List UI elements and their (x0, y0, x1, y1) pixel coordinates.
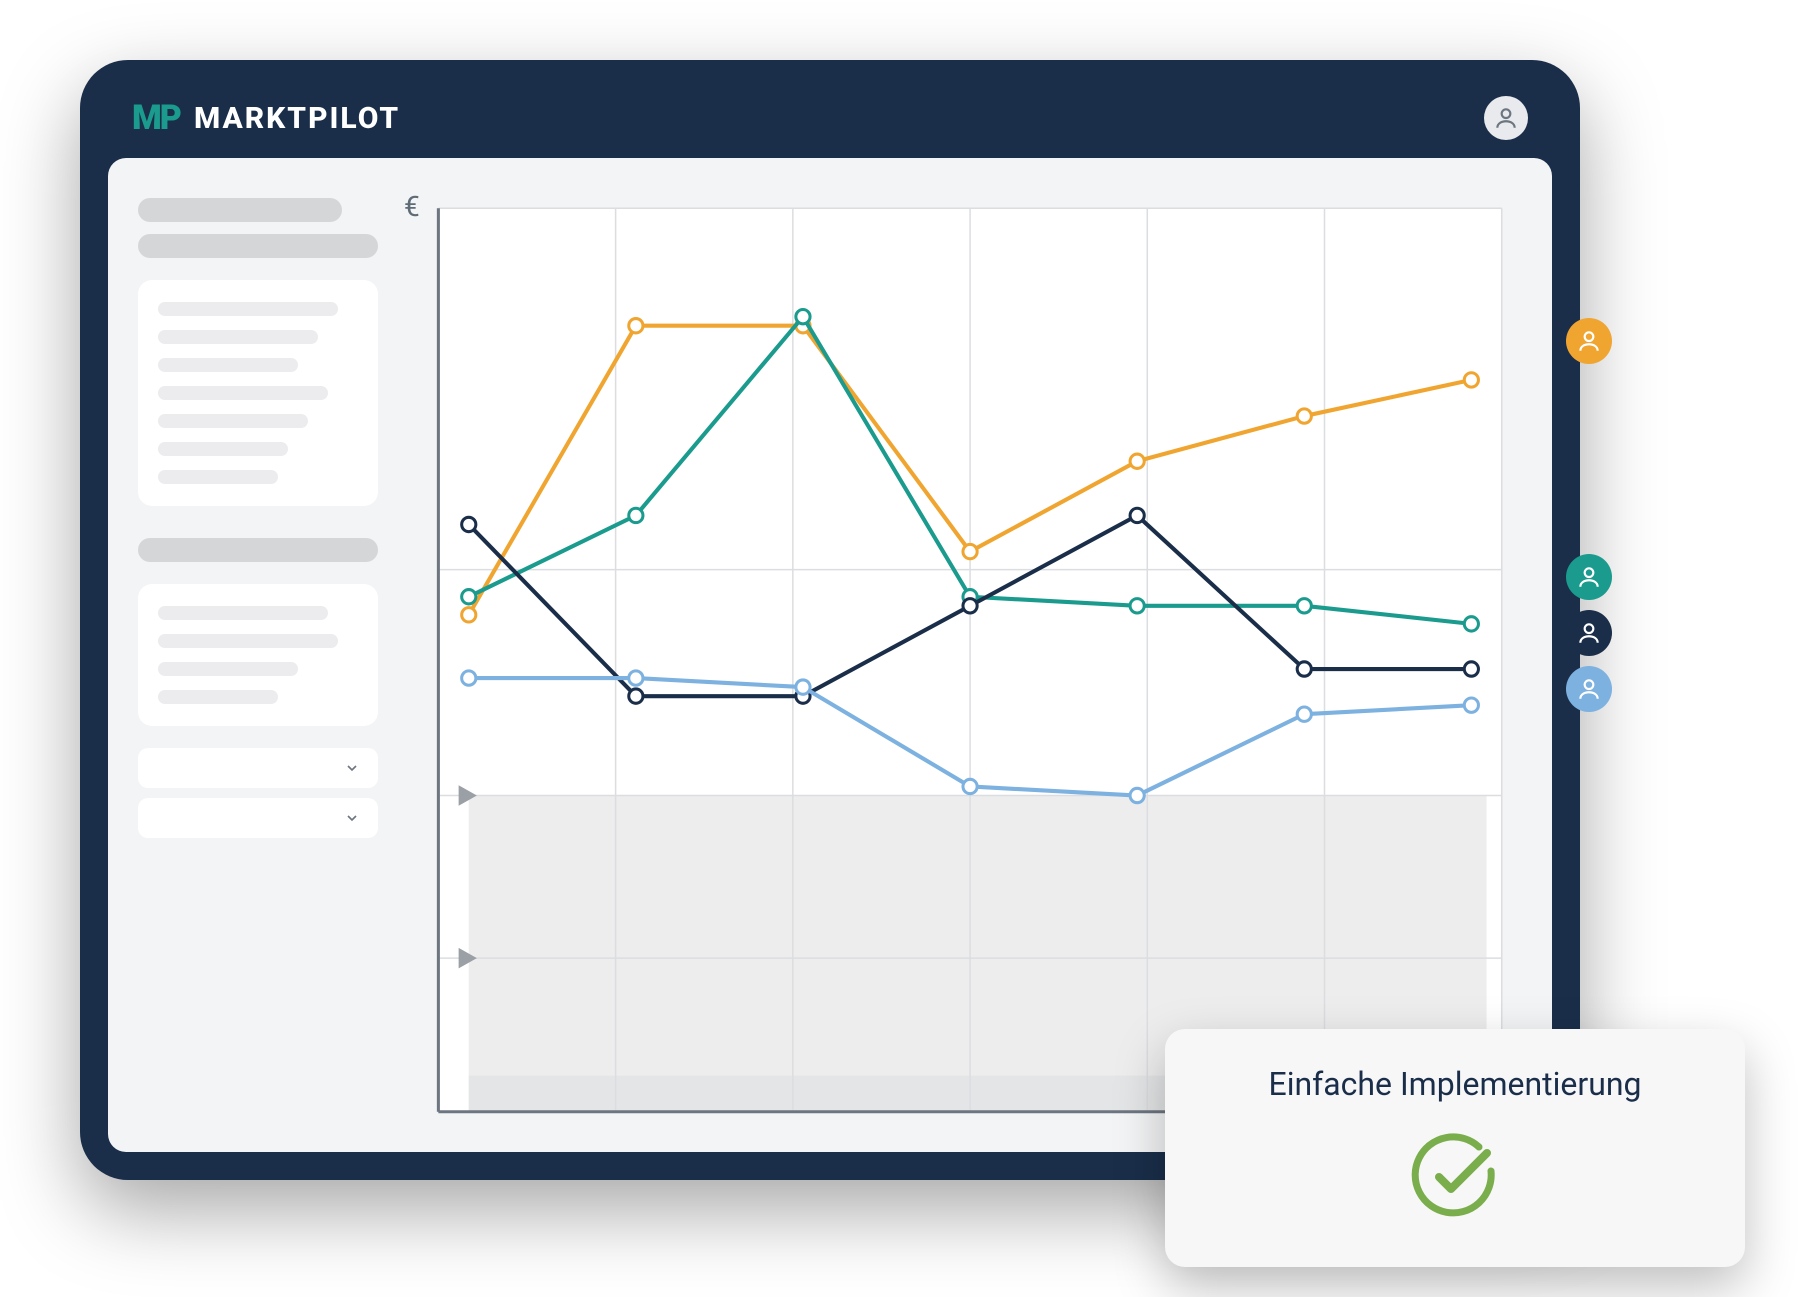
skeleton-subtitle (138, 234, 378, 258)
logo-mark: MP (132, 98, 180, 138)
price-chart: € (408, 198, 1522, 1122)
skeleton-line (158, 358, 298, 372)
legend-user-icon (1566, 318, 1612, 364)
skeleton-line (158, 606, 328, 620)
skeleton-line (158, 634, 338, 648)
skeleton-line (158, 414, 308, 428)
legend-user-icon (1566, 666, 1612, 712)
user-icon (1493, 105, 1519, 131)
profile-button[interactable] (1484, 96, 1528, 140)
sidebar-dropdown-2[interactable] (138, 798, 378, 838)
logo-text: MARKTPILOT (194, 101, 400, 136)
sidebar (138, 198, 378, 1122)
implementation-callout: Einfache Implementierung (1165, 1029, 1745, 1267)
sidebar-card-1 (138, 280, 378, 506)
callout-title: Einfache Implementierung (1205, 1065, 1705, 1103)
logo[interactable]: MP MARKTPILOT (132, 98, 400, 138)
skeleton-line (158, 386, 328, 400)
legend-user-icon (1566, 554, 1612, 600)
chevron-down-icon (344, 810, 360, 826)
skeleton-line (158, 442, 288, 456)
sidebar-dropdown-1[interactable] (138, 748, 378, 788)
sidebar-card-2 (138, 584, 378, 726)
skeleton-title (138, 198, 342, 222)
skeleton-line (158, 302, 338, 316)
content-area: € (108, 158, 1552, 1152)
chevron-down-icon (344, 760, 360, 776)
legend-user-icon (1566, 610, 1612, 656)
chart-svg (408, 198, 1522, 1122)
app-header: MP MARKTPILOT (108, 88, 1552, 158)
skeleton-line (158, 690, 278, 704)
check-icon (1205, 1127, 1705, 1227)
skeleton-line (158, 662, 298, 676)
skeleton-line (158, 330, 318, 344)
skeleton-heading (138, 538, 378, 562)
skeleton-line (158, 470, 278, 484)
tablet-frame: MP MARKTPILOT (80, 60, 1580, 1180)
chart-legend (1566, 318, 1612, 712)
y-axis-label: € (404, 190, 420, 223)
